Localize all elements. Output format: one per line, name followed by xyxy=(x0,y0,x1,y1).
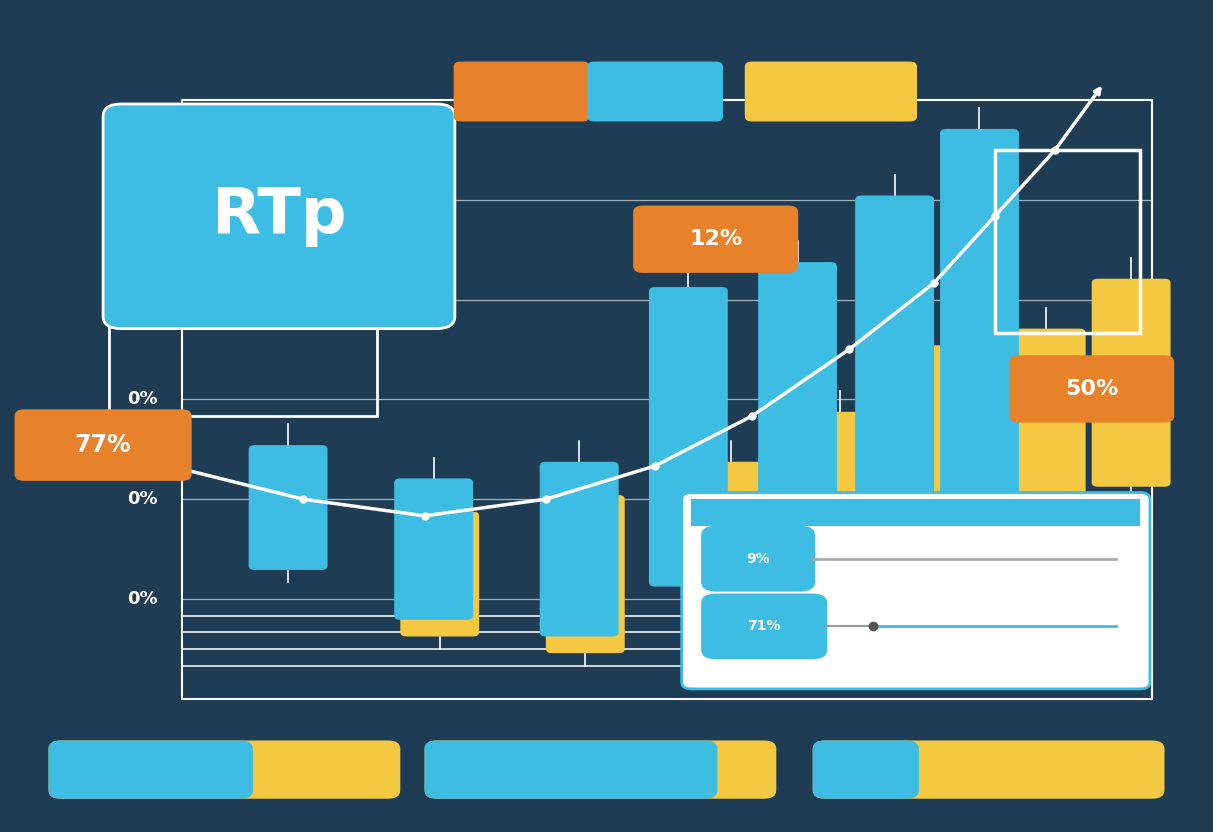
FancyBboxPatch shape xyxy=(394,478,473,620)
FancyBboxPatch shape xyxy=(546,495,625,653)
FancyBboxPatch shape xyxy=(910,345,989,520)
Text: 0%: 0% xyxy=(127,290,158,309)
FancyBboxPatch shape xyxy=(1009,355,1174,423)
FancyBboxPatch shape xyxy=(15,409,192,481)
FancyBboxPatch shape xyxy=(587,62,723,121)
FancyBboxPatch shape xyxy=(701,593,827,659)
Text: 501: 501 xyxy=(120,191,158,209)
FancyBboxPatch shape xyxy=(49,740,400,799)
FancyBboxPatch shape xyxy=(1007,329,1086,520)
Bar xyxy=(182,100,1152,699)
FancyBboxPatch shape xyxy=(454,62,590,121)
FancyBboxPatch shape xyxy=(400,512,479,636)
FancyBboxPatch shape xyxy=(691,462,770,653)
FancyBboxPatch shape xyxy=(1092,279,1171,487)
FancyBboxPatch shape xyxy=(801,412,879,636)
Bar xyxy=(995,150,1140,333)
Text: 12%: 12% xyxy=(689,229,742,250)
FancyBboxPatch shape xyxy=(940,129,1019,636)
FancyBboxPatch shape xyxy=(813,740,919,799)
FancyBboxPatch shape xyxy=(701,526,815,592)
Text: 0%: 0% xyxy=(127,590,158,608)
FancyBboxPatch shape xyxy=(425,740,717,799)
Text: 77%: 77% xyxy=(75,433,131,457)
Text: 71%: 71% xyxy=(747,619,781,633)
FancyBboxPatch shape xyxy=(633,206,798,273)
Text: 0%: 0% xyxy=(127,490,158,508)
FancyBboxPatch shape xyxy=(49,740,254,799)
FancyBboxPatch shape xyxy=(682,493,1150,689)
FancyBboxPatch shape xyxy=(855,196,934,636)
FancyBboxPatch shape xyxy=(249,445,328,570)
FancyBboxPatch shape xyxy=(103,104,455,329)
Bar xyxy=(109,276,377,416)
Text: 0%: 0% xyxy=(127,390,158,409)
FancyBboxPatch shape xyxy=(813,740,1164,799)
FancyBboxPatch shape xyxy=(649,287,728,587)
FancyBboxPatch shape xyxy=(758,262,837,587)
Bar xyxy=(691,499,1140,526)
FancyBboxPatch shape xyxy=(745,62,917,121)
Text: RTp: RTp xyxy=(211,186,347,247)
FancyBboxPatch shape xyxy=(425,740,776,799)
FancyBboxPatch shape xyxy=(540,462,619,636)
Text: 50%: 50% xyxy=(1065,379,1118,399)
Text: 9%: 9% xyxy=(746,552,770,566)
